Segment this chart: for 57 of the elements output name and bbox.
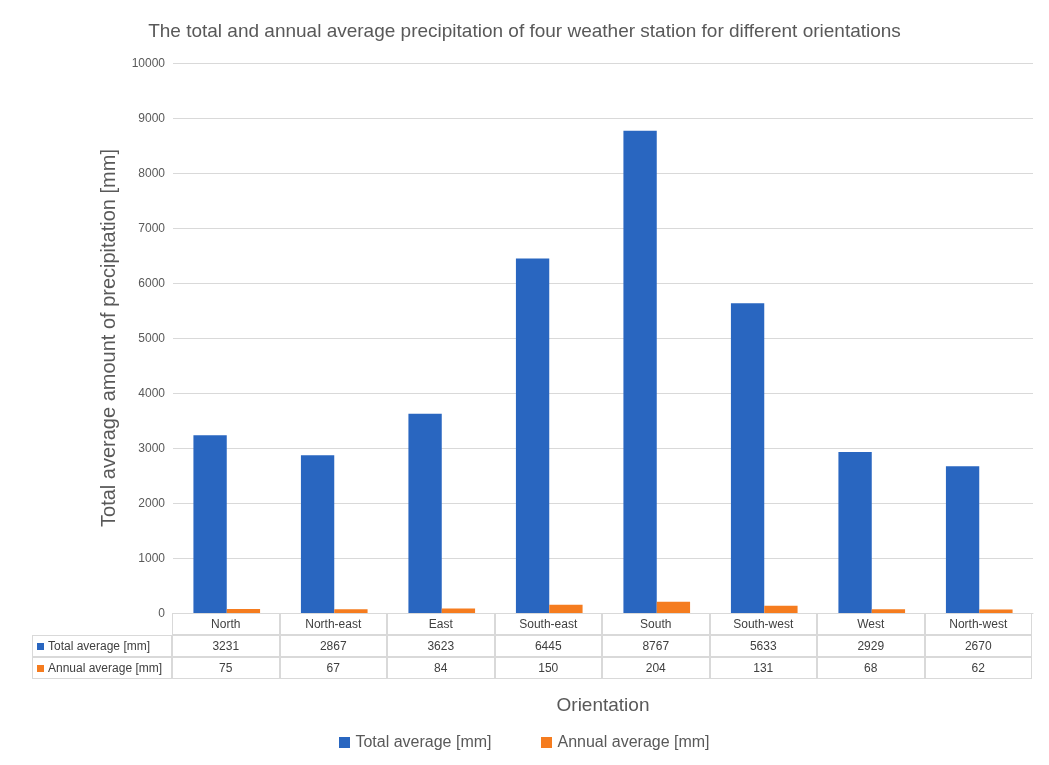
data-label: 84 — [387, 657, 495, 679]
x-tick-label: North — [172, 613, 280, 635]
y-tick-label: 2000 — [138, 496, 166, 510]
x-tick-label: South — [602, 613, 710, 635]
data-label: 6445 — [494, 635, 602, 657]
x-tick-label: East — [387, 613, 495, 635]
y-tick-label: 1000 — [138, 551, 166, 565]
bar — [871, 609, 906, 613]
data-label: 204 — [602, 657, 710, 679]
data-label: 5633 — [709, 635, 817, 657]
text: Total average [mm] — [355, 733, 492, 750]
bar — [515, 258, 550, 613]
chart-title: The total and annual average precipitation of four weather station for different orientations — [148, 20, 901, 41]
bar — [623, 130, 657, 613]
data-label: 62 — [924, 657, 1032, 679]
bar — [945, 466, 980, 613]
data-label: 3231 — [172, 635, 280, 657]
data-label: 8767 — [602, 635, 710, 657]
data-label: 2670 — [924, 635, 1032, 657]
y-tick-label: 10000 — [131, 56, 166, 70]
data-label: 2929 — [817, 635, 925, 657]
legend-label: Total average [mm] — [48, 639, 151, 653]
bar — [300, 455, 335, 613]
x-tick-label: South-east — [494, 613, 602, 635]
bar — [226, 608, 261, 613]
bar — [193, 435, 227, 613]
x-tick-label: North-east — [279, 613, 387, 635]
bar — [764, 605, 798, 613]
data-label: 68 — [817, 657, 925, 679]
text: Annual average [mm] — [557, 733, 710, 750]
data-label: 67 — [279, 657, 387, 679]
bar — [838, 451, 872, 613]
y-tick-label: 4000 — [138, 386, 166, 400]
x-axis-title: Orientation — [556, 694, 650, 715]
x-tick-label: North-west — [924, 613, 1032, 635]
bar — [441, 608, 476, 613]
y-tick-label: 9000 — [138, 111, 166, 125]
y-tick-label: 3000 — [138, 441, 166, 455]
bar — [334, 609, 368, 613]
y-tick-label: 8000 — [138, 166, 166, 180]
legend-label: Annual average [mm] — [48, 661, 163, 675]
data-label: 3623 — [387, 635, 495, 657]
x-tick-label: West — [817, 613, 925, 635]
bar — [408, 413, 442, 613]
data-label: 131 — [709, 657, 817, 679]
y-tick-label: 6000 — [138, 276, 166, 290]
y-tick-label: 7000 — [138, 221, 166, 235]
x-tick-label: South-west — [709, 613, 817, 635]
y-axis-title: Total average amount of precipitation [mm] — [97, 149, 119, 527]
bar — [656, 601, 691, 613]
data-label: 75 — [172, 657, 280, 679]
data-label: 2867 — [279, 635, 387, 657]
bar — [730, 303, 765, 613]
y-tick-label: 0 — [158, 606, 166, 620]
data-label: 150 — [494, 657, 602, 679]
bar — [549, 604, 583, 613]
y-tick-label: 5000 — [138, 331, 166, 345]
